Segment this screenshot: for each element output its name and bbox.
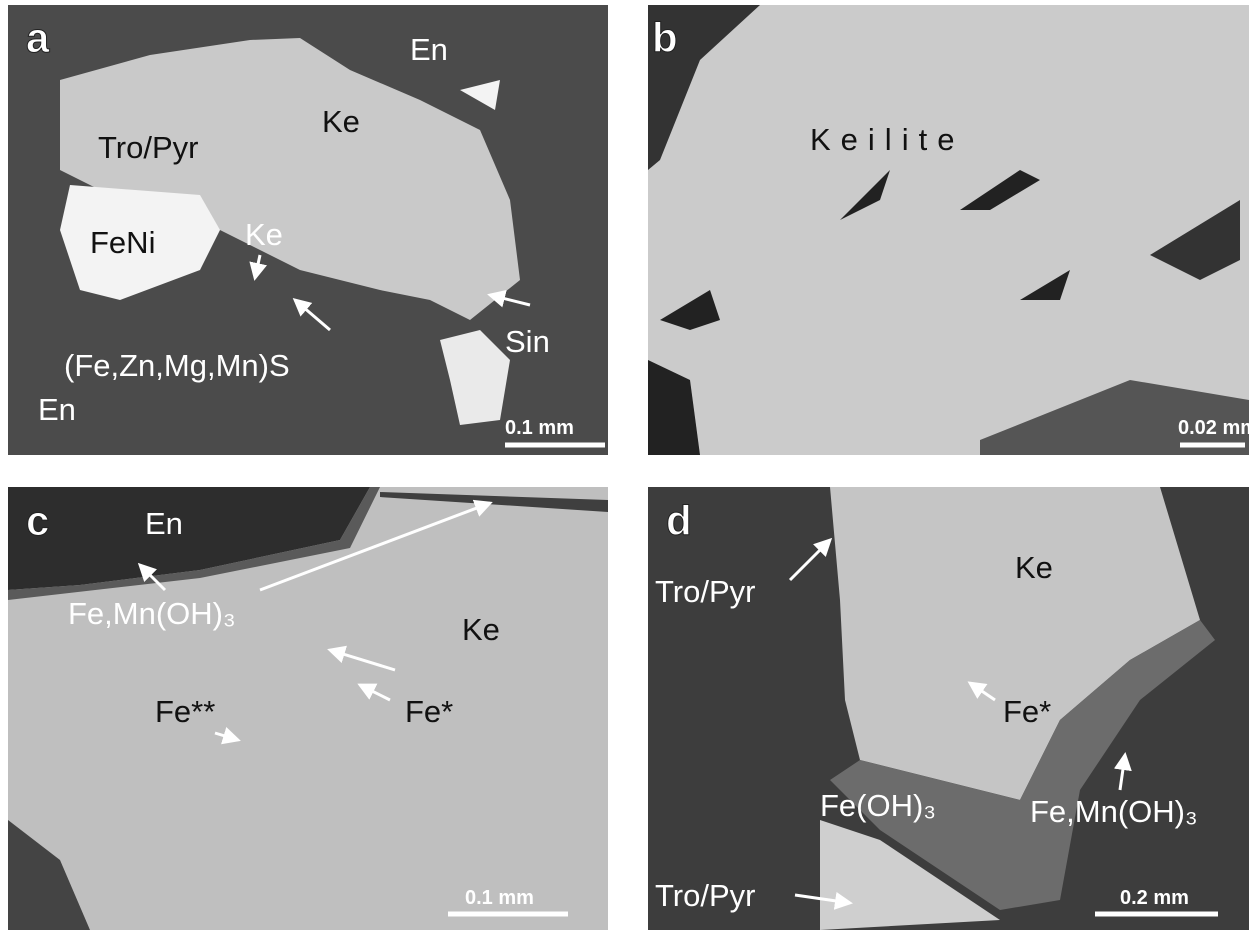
label: Fe* [405, 694, 453, 729]
label: En [145, 506, 183, 541]
label: Fe(OH)₃ [820, 788, 936, 823]
label: Ke [1015, 550, 1053, 585]
dark-region [8, 820, 90, 930]
panel-letter: b [652, 14, 678, 61]
arrow [214, 727, 241, 745]
enstatite-region [8, 487, 370, 590]
label: Ke [462, 612, 500, 647]
label: FeNi [90, 225, 155, 260]
arrow [292, 298, 331, 332]
panel-background [648, 5, 1249, 455]
arrow [327, 645, 396, 672]
void [648, 360, 700, 455]
arrow [1113, 752, 1132, 791]
bright-grain [460, 80, 500, 110]
label: Ke [245, 217, 283, 252]
void [840, 170, 890, 220]
label: Keilite [810, 122, 964, 157]
label: Ke [322, 104, 360, 139]
label: Fe,Mn(OH)₃ [1030, 794, 1198, 829]
label: En [38, 392, 76, 427]
panel-letter: c [26, 497, 49, 544]
scale-bar-label: 0.2 mm [1120, 887, 1189, 909]
arrow [259, 499, 493, 592]
label: Fe** [155, 694, 215, 729]
panel-a: a En Tro/Pyr Ke FeNi Ke (Fe,Zn,Mg,Mn)S S… [8, 5, 608, 455]
arrow [794, 891, 853, 910]
arrow [357, 683, 391, 702]
scale-bar-label: 0.1 mm [465, 887, 534, 909]
void [1150, 200, 1240, 280]
label: (Fe,Zn,Mg,Mn)S [64, 348, 290, 383]
arrow [487, 289, 531, 308]
keilite-region [830, 487, 1200, 800]
panel-letter: d [666, 497, 692, 544]
bright-grain [440, 330, 510, 425]
arrow [967, 681, 996, 702]
alteration-rim [380, 492, 608, 512]
label: Sin [505, 324, 550, 359]
troilite-grain [820, 820, 1000, 930]
void [660, 290, 720, 330]
label: Tro/Pyr [655, 878, 755, 913]
keilite-region [60, 38, 520, 320]
panel-b: b Keilite 0.02 mm [648, 5, 1249, 455]
arrow [137, 562, 167, 592]
panel-d: d Tro/Pyr Ke Fe* Fe(OH)₃ Fe,Mn(OH)₃ Tro/… [648, 487, 1249, 930]
void [1020, 270, 1070, 300]
void [980, 380, 1249, 455]
panel-letter: a [26, 14, 50, 61]
feni-grain [60, 185, 220, 300]
void [960, 170, 1040, 210]
label: En [410, 32, 448, 67]
label: Tro/Pyr [655, 574, 755, 609]
label: Fe,Mn(OH)₃ [68, 596, 236, 631]
arrow [249, 254, 267, 281]
scale-bar-label: 0.02 mm [1178, 417, 1249, 439]
label: Fe* [1003, 694, 1051, 729]
label: Tro/Pyr [98, 130, 198, 165]
arrow [788, 537, 833, 582]
scale-bar-label: 0.1 mm [505, 417, 574, 439]
alteration-rim [8, 487, 380, 600]
hydroxide-band [830, 620, 1215, 910]
panel-c: c En Fe,Mn(OH)₃ Ke Fe** Fe* 0.1 mm [8, 487, 608, 930]
void [648, 5, 760, 170]
